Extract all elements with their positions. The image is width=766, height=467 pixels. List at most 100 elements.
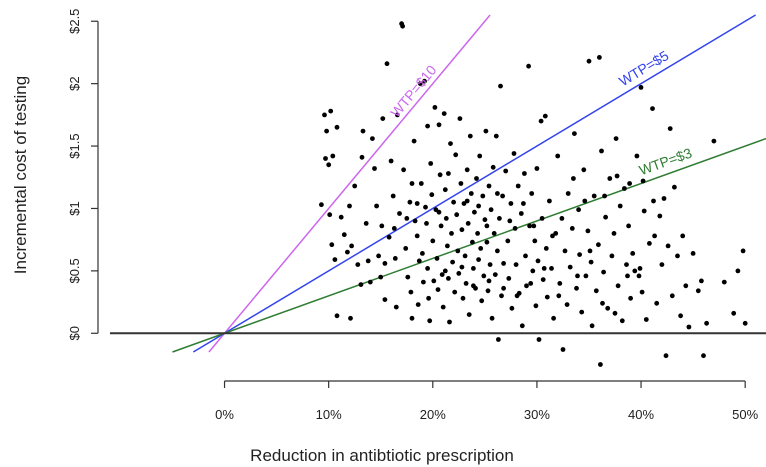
data-point [382,261,388,266]
data-point [603,214,608,220]
data-point [390,193,396,199]
data-point [593,288,599,294]
data-point [409,181,415,186]
y-tick-label: $2 [67,76,82,90]
data-point [355,262,361,267]
data-point [453,152,459,158]
data-point [711,138,717,144]
data-point [527,223,532,229]
data-point [452,289,458,295]
data-point [449,231,454,236]
data-point [492,272,498,277]
data-point [652,233,657,239]
data-point [463,281,469,286]
data-point [576,207,581,213]
data-point [663,353,669,359]
data-point [425,266,430,271]
data-point [495,191,500,196]
data-point [329,242,335,248]
data-point [572,131,577,137]
data-point [625,273,630,279]
data-point [446,276,451,281]
data-point [380,116,386,121]
data-point [422,78,427,84]
data-point [367,279,373,285]
data-point [407,199,413,205]
data-point [550,233,555,239]
data-point [500,193,505,199]
data-point [405,274,411,280]
data-point [640,178,646,184]
data-point [626,223,631,229]
data-point [574,285,579,291]
data-point [619,318,625,324]
data-point [414,233,420,239]
data-point [455,248,461,254]
data-point [542,113,548,119]
data-point [740,248,746,254]
data-point [451,199,456,205]
data-point [417,81,423,86]
data-point [464,167,470,173]
data-point [378,274,384,280]
data-point [486,183,492,189]
data-point [484,239,490,245]
wtp-line-5 [192,14,756,353]
data-point [372,166,377,171]
data-point [475,231,480,236]
data-point [482,217,488,223]
data-point [501,285,506,291]
data-point [409,315,415,321]
data-point [650,106,655,111]
y-tick-label: $0.5 [67,258,82,283]
data-point [435,287,441,292]
data-point [486,278,492,284]
data-point [701,353,706,359]
data-point [559,216,565,221]
data-point [536,337,542,342]
data-point [602,193,607,199]
data-point [582,198,588,204]
data-point [686,324,692,330]
data-point [474,176,479,181]
wtp-label-5: WTP=$5 [616,47,671,89]
data-point [470,239,475,245]
data-point [532,238,538,244]
data-point [328,108,334,114]
data-point [541,266,547,271]
data-point [319,202,324,208]
data-point [627,181,632,186]
data-point [511,151,517,156]
data-point [638,85,644,90]
data-point [549,266,554,271]
data-point [323,156,328,161]
data-point [427,318,433,324]
data-point [699,278,704,284]
data-point [564,302,570,307]
data-point [395,112,400,118]
data-point [493,133,499,139]
data-point [414,201,420,206]
x-tick-label: 10% [316,407,342,422]
data-point [521,201,526,206]
data-point [384,61,390,67]
data-point [501,261,506,266]
data-point [600,300,605,306]
data-point [556,293,562,299]
data-point [462,253,468,259]
data-point [471,283,476,289]
data-point [597,55,602,60]
data-point [562,248,568,254]
data-point [392,256,398,261]
data-point [487,262,493,267]
data-point [531,223,537,229]
data-point [379,223,385,229]
data-point [370,136,375,142]
data-point [349,243,354,249]
data-point [374,203,379,209]
data-point [721,279,727,285]
data-point [412,218,418,224]
data-point [675,253,680,259]
data-point [490,164,496,170]
data-point [507,218,513,224]
